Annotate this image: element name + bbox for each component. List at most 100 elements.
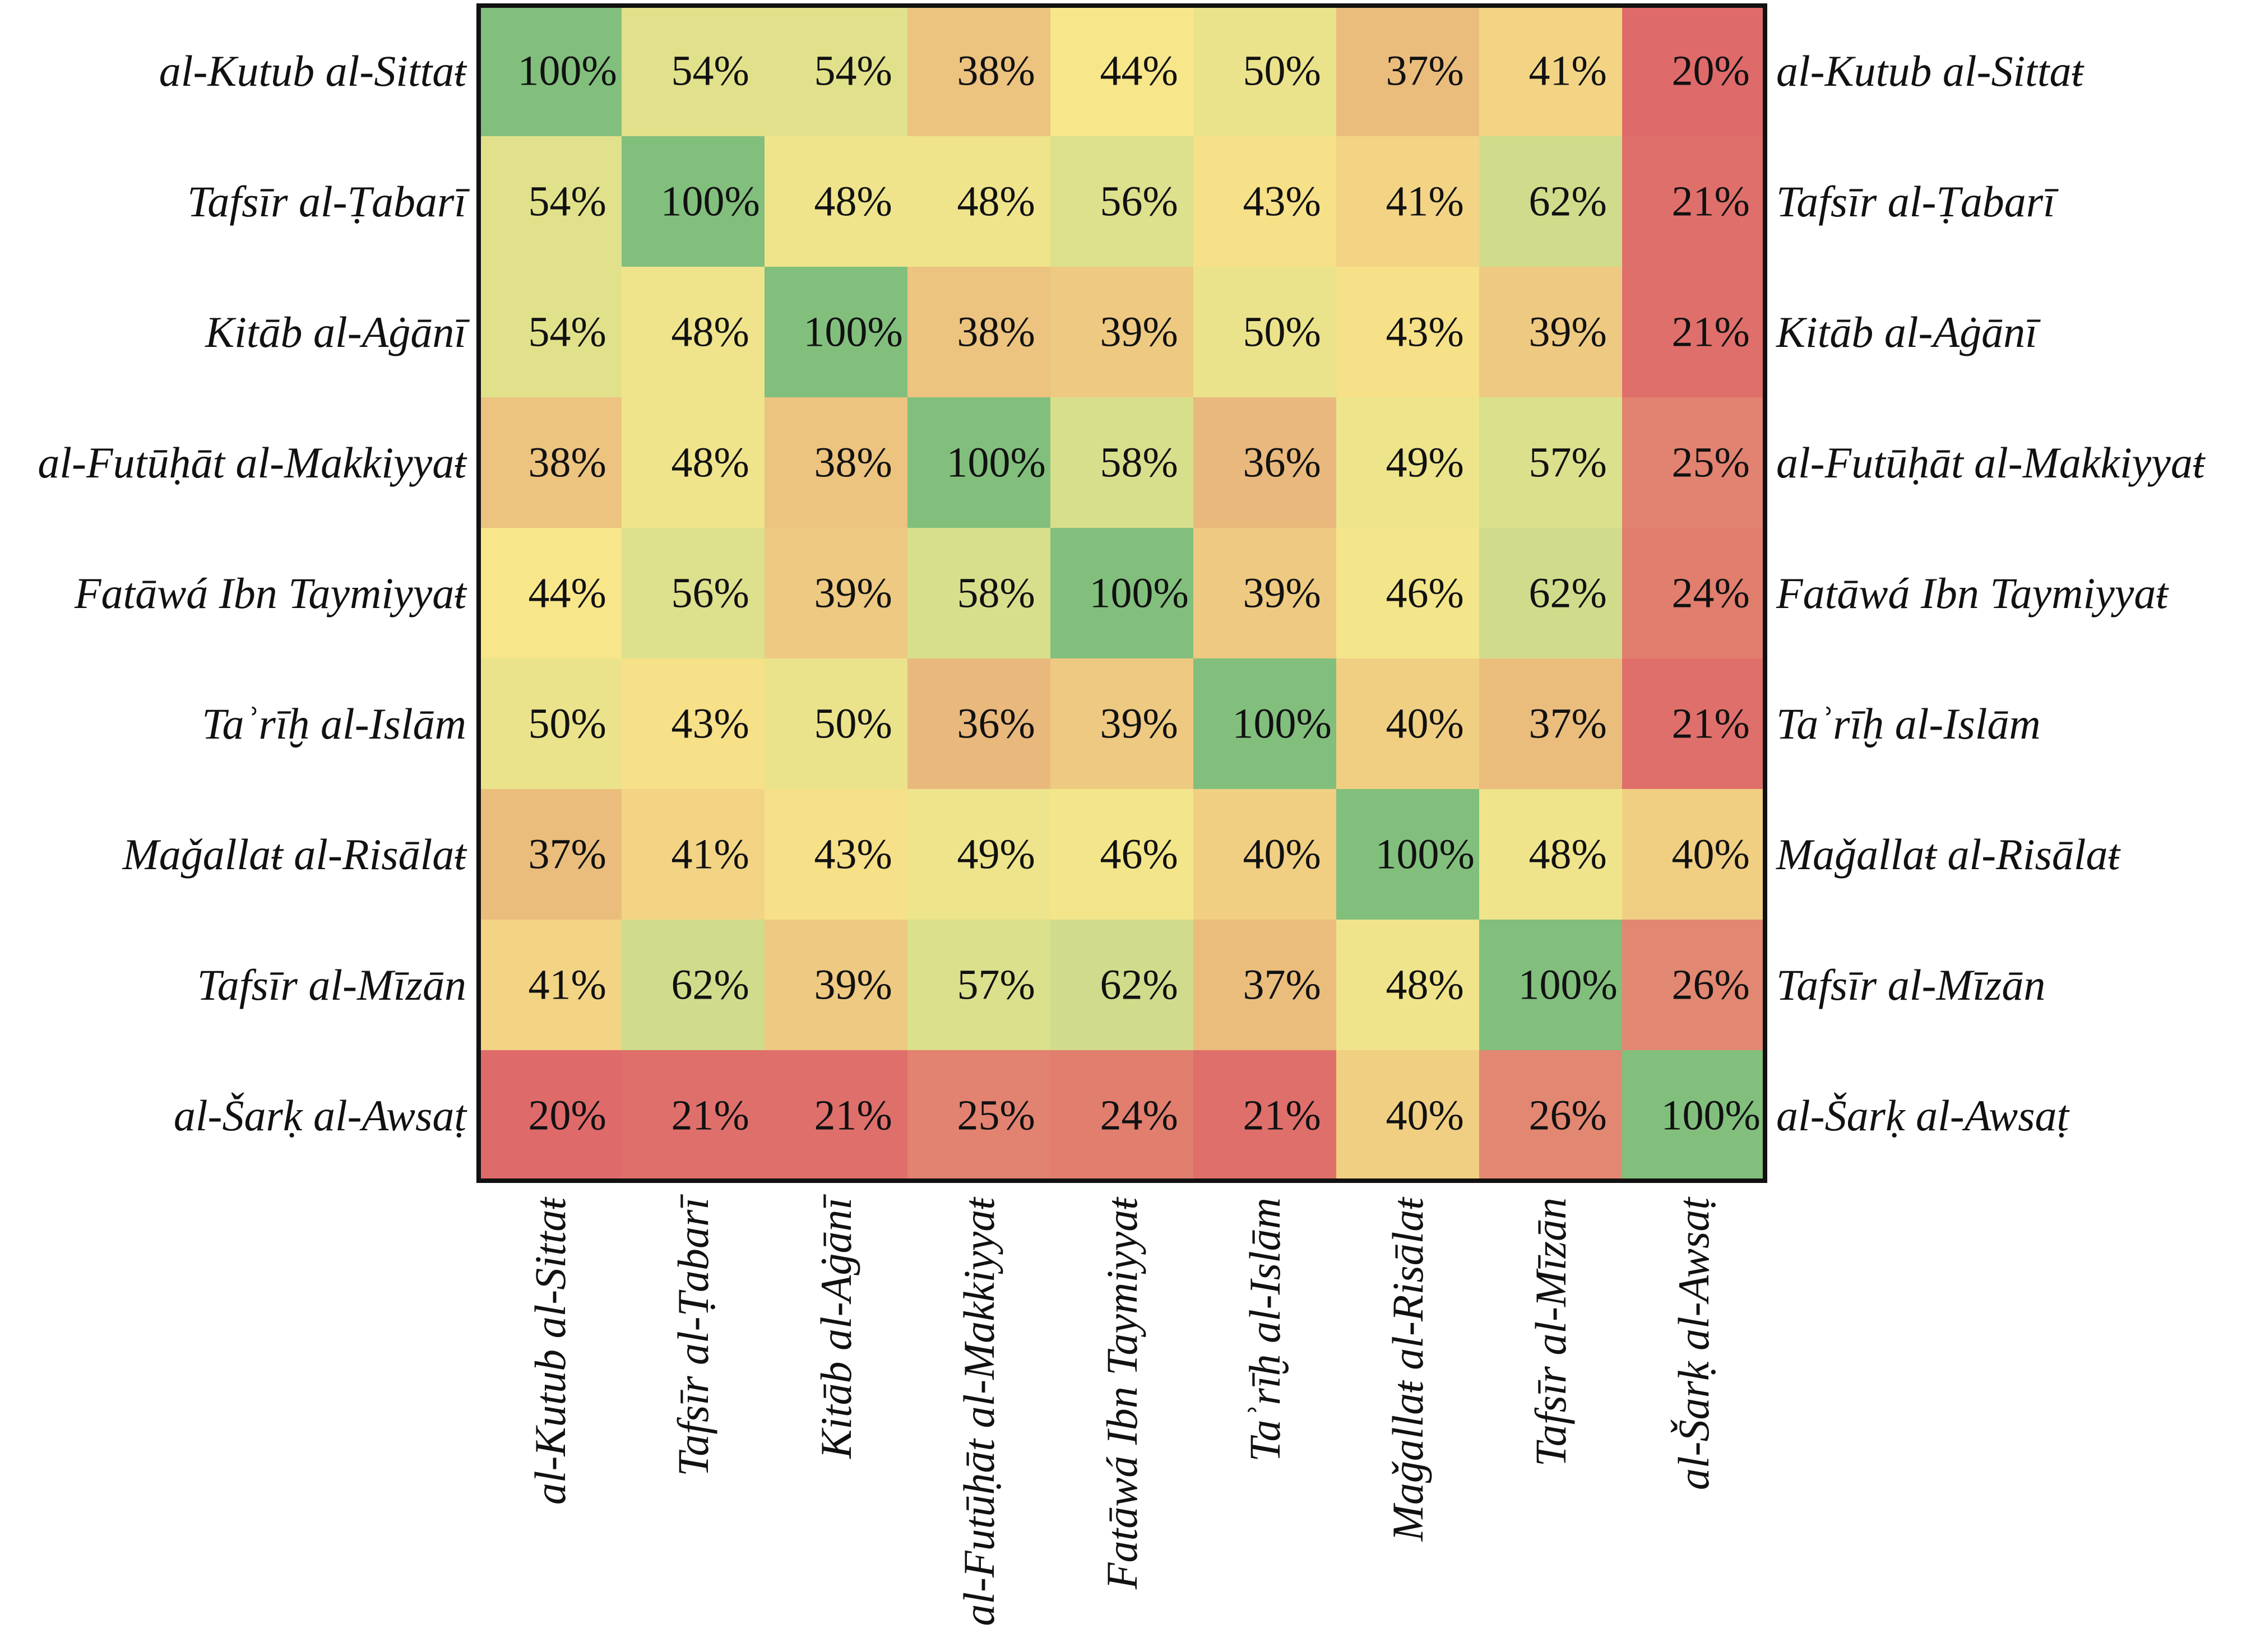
heatmap-cell [1050,6,1194,137]
heatmap-cell [1193,6,1337,137]
cell-value-label: 39% [1528,309,1606,356]
heatmap-cell [1193,397,1337,528]
column-label: Taʾrīḫ al-Islām [1240,1198,1289,1462]
column-label: Kitāb al-Aġānī [812,1194,860,1459]
heatmap-cell [1622,528,1766,659]
cell-value-label: 100% [1518,962,1617,1009]
cell-value-label: 20% [1671,48,1749,95]
heatmap-cell [479,267,622,398]
heatmap-cell [1193,1050,1337,1181]
cell-value-label: 37% [1243,962,1321,1009]
cell-value-label: 40% [1386,1092,1463,1139]
cell-value-label: 21% [671,1092,749,1139]
heatmap-values: 100% 54% 54% 38% 44% 50% 37% 41% 20% 54% 100% 48% 48… [517,48,1760,1139]
heatmap-cell [1479,528,1623,659]
cell-value-label: 41% [1386,178,1463,225]
cell-value-label: 54% [671,48,749,95]
row-label-left: al-Futūḥāt al-Makkiyyaŧ [38,438,467,487]
row-label-right: al-Futūḥāt al-Makkiyyaŧ [1776,438,2206,487]
cell-value-label: 39% [1243,570,1321,617]
cell-value-label: 54% [528,309,606,356]
cell-value-label: 100% [1375,831,1474,878]
heatmap-cell [1336,6,1480,137]
column-label: Tafsīr al-Mīzān [1526,1198,1575,1467]
heatmap-cell [1336,528,1480,659]
cell-value-label: 46% [1100,831,1178,878]
heatmap-cell [1050,397,1194,528]
heatmap-cell [765,528,908,659]
cell-value-label: 100% [946,439,1045,486]
heatmap-cell [1193,658,1337,790]
cell-value-label: 41% [671,831,749,878]
cell-value-label: 24% [1100,1092,1178,1139]
cell-value-label: 39% [1100,700,1178,748]
column-label: al-Futūḥāt al-Makkiyyaŧ [955,1196,1003,1626]
cell-value-label: 25% [957,1092,1035,1139]
cell-value-label: 46% [1386,570,1463,617]
row-label-left: Tafsīr al-Mīzān [197,960,466,1009]
heatmap-cell [479,136,622,267]
row-label-right: al-Kutub al-Sittaŧ [1776,47,2085,95]
cell-value-label: 40% [1243,831,1321,878]
cell-value-label: 36% [957,700,1035,748]
heatmap-cell [765,658,908,790]
heatmap-cell [1336,136,1480,267]
cell-value-label: 20% [528,1092,606,1139]
heatmap-cell [765,920,908,1051]
row-label-right: Maǧallaŧ al-Risālaŧ [1776,830,2121,879]
column-label: al-Kutub al-Sittaŧ [526,1196,575,1505]
cell-value-label: 39% [814,570,892,617]
heatmap-cell [1622,1050,1766,1181]
heatmap-cell [479,920,622,1051]
row-label-right: al-Šarḳ al-Awsaṭ [1776,1091,2070,1140]
heatmap-cell [1050,136,1194,267]
cell-value-label: 38% [814,439,892,486]
cell-value-label: 100% [660,178,759,225]
heatmap-cell [1336,789,1480,920]
cell-value-label: 21% [1671,700,1749,748]
heatmap-cell [765,1050,908,1181]
cell-value-label: 37% [1386,48,1463,95]
cell-value-label: 39% [814,962,892,1009]
heatmap-cell [1050,920,1194,1051]
heatmap-cell [622,920,765,1051]
heatmap-cell [622,528,765,659]
heatmap-cell [1050,267,1194,398]
heatmap-cell [1050,528,1194,659]
row-label-left: Maǧallaŧ al-Risālaŧ [122,830,468,879]
cell-value-label: 50% [1243,48,1321,95]
cell-value-label: 54% [814,48,892,95]
heatmap-cell [1336,1050,1480,1181]
cell-value-label: 48% [1528,831,1606,878]
row-label-left: al-Kutub al-Sittaŧ [159,47,468,95]
heatmap-cell [1193,920,1337,1051]
column-label: Tafsīr al-Ṭabarī [669,1194,717,1477]
heatmap-cell [622,1050,765,1181]
heatmap-cell [1479,789,1623,920]
cell-value-label: 43% [1386,309,1463,356]
cell-value-label: 37% [528,831,606,878]
heatmap-cell [1050,789,1194,920]
heatmap-cell [1336,397,1480,528]
heatmap-cell [622,6,765,137]
cell-value-label: 21% [1671,178,1749,225]
row-label-right: Taʾrīḫ al-Islām [1776,699,2041,748]
heatmap-cell [907,528,1051,659]
cell-value-label: 49% [957,831,1035,878]
cell-value-label: 44% [1100,48,1178,95]
cell-value-label: 26% [1528,1092,1606,1139]
cell-value-label: 41% [528,962,606,1009]
column-label: Fatāwá Ibn Taymiyyaŧ [1097,1196,1146,1590]
row-labels-left: al-Kutub al-Sittaŧ Tafsīr al-Ṭabarī Kitāb … [38,47,470,1140]
heatmap-cell [907,136,1051,267]
heatmap-cell [479,1050,622,1181]
row-label-right: Kitāb al-Aġānī [1776,308,2041,356]
heatmap-cell [1050,1050,1194,1181]
heatmap-cell [1336,658,1480,790]
cell-value-label: 48% [1386,962,1463,1009]
cell-value-label: 56% [671,570,749,617]
heatmap-cells [479,6,1766,1181]
cell-value-label: 48% [957,178,1035,225]
heatmap-cell [622,136,765,267]
cell-value-label: 24% [1671,570,1749,617]
